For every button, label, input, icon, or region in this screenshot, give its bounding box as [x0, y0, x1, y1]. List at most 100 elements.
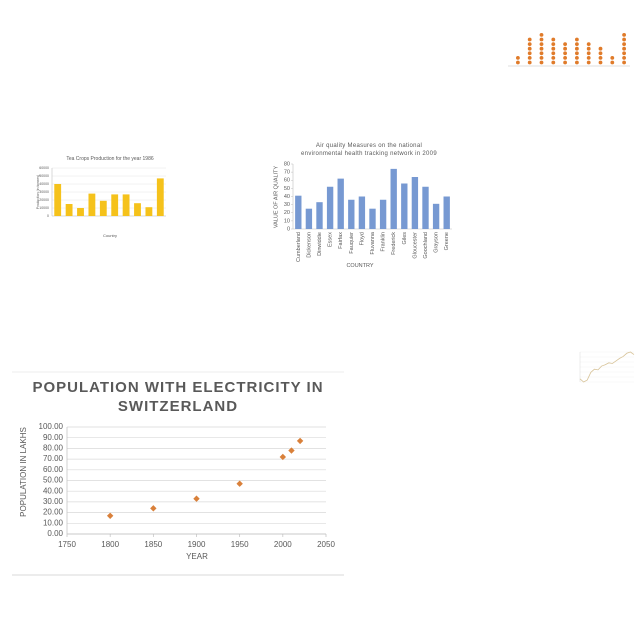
x-axis-title: YEAR	[186, 552, 208, 561]
y-tick-label: 50.00	[43, 476, 64, 485]
bar	[337, 178, 344, 229]
dot	[551, 56, 556, 60]
y-tick-label: 30.00	[43, 497, 64, 506]
x-tick-label: Greene	[444, 232, 450, 250]
dot	[586, 51, 591, 56]
dot	[586, 60, 591, 65]
dot	[539, 60, 544, 65]
x-tick-label: Essex	[328, 232, 334, 247]
y-tick-label: 20	[284, 210, 290, 216]
y-tick-label: 70.00	[43, 454, 64, 463]
dot	[551, 42, 556, 46]
bar	[145, 207, 153, 216]
chart-title: Air quality Measures on the national env…	[301, 143, 437, 157]
point	[150, 505, 157, 512]
dot	[622, 60, 626, 65]
dot	[539, 46, 544, 51]
dot	[539, 56, 544, 60]
bar	[122, 194, 130, 216]
x-tick-label: 1900	[188, 540, 206, 549]
x-tick-label: Franklin	[381, 232, 387, 252]
x-tick-label: Goochland	[423, 232, 429, 259]
y-axis-title: VALUE OF AIR QUALITY	[273, 166, 279, 229]
y-tick-label: 40	[284, 194, 290, 200]
point	[193, 495, 200, 502]
y-tick-label: 60	[284, 178, 290, 184]
point	[106, 512, 114, 520]
dot	[527, 56, 532, 60]
x-tick-label: 1950	[231, 540, 249, 549]
y-tick-label: 10	[284, 218, 290, 224]
chart-title: POPULATION WITH ELECTRICITY IN SWITZERLA…	[32, 379, 324, 415]
y-tick-label: 30000	[39, 190, 49, 194]
dot	[575, 56, 579, 60]
y-tick-label: 50	[284, 186, 290, 192]
dot	[622, 37, 626, 42]
y-tick-label: 20000	[39, 198, 49, 202]
point	[288, 447, 295, 454]
dot	[539, 51, 544, 56]
x-tick-label: Grayson	[434, 232, 440, 253]
dot	[575, 51, 579, 56]
bar	[156, 178, 164, 216]
dot	[563, 42, 567, 46]
dot	[551, 46, 556, 51]
bar	[390, 168, 397, 229]
bar	[422, 186, 429, 229]
y-tick-label: 70	[284, 170, 290, 176]
x-axis-title: Country	[102, 233, 117, 238]
bar	[326, 186, 334, 229]
bar	[401, 183, 408, 229]
dot	[527, 60, 532, 65]
bar	[77, 208, 84, 216]
x-tick-label: 2000	[274, 540, 292, 549]
dot	[610, 56, 615, 60]
x-tick-label: Giles	[402, 232, 408, 245]
bar	[432, 203, 440, 229]
y-tick-label: 10000	[39, 206, 49, 210]
x-tick-label: Gloucester	[412, 232, 418, 259]
bar	[134, 203, 141, 216]
x-tick-label: Frederick	[391, 232, 397, 255]
y-tick-label: 0.00	[47, 529, 63, 538]
bar	[54, 184, 62, 216]
y-tick-label: 10.00	[43, 518, 64, 527]
point	[236, 480, 243, 487]
y-tick-label: 30	[284, 202, 290, 208]
dot	[551, 60, 556, 65]
dot	[598, 51, 603, 56]
x-tick-label: 1850	[144, 540, 162, 549]
dot	[622, 33, 626, 37]
y-axis-title: POPULATION IN LAKHS	[19, 427, 28, 517]
bar	[316, 202, 323, 229]
bar	[411, 177, 419, 229]
dot	[527, 37, 532, 42]
dot	[575, 37, 579, 42]
dot	[527, 51, 532, 56]
dot	[539, 33, 544, 37]
dot	[563, 60, 567, 65]
x-tick-label: Floyd	[359, 232, 365, 245]
bar	[358, 196, 366, 229]
dot	[622, 56, 626, 60]
x-tick-label: Dinwiddie	[317, 232, 323, 256]
bar	[348, 199, 355, 229]
x-axis-title: COUNTRY	[346, 263, 374, 269]
dot	[610, 60, 615, 65]
x-tick-label: Fairfax	[338, 232, 344, 249]
dot	[516, 56, 520, 60]
dot	[586, 56, 591, 60]
x-tick-label: 1800	[101, 540, 119, 549]
dot	[539, 37, 544, 42]
bar	[88, 193, 96, 216]
x-tick-label: Cumberland	[296, 232, 302, 262]
y-tick-label: 0	[287, 226, 290, 232]
bar	[65, 204, 73, 216]
y-tick-label: 40000	[39, 182, 49, 186]
dot	[527, 46, 532, 51]
x-tick-label: Dickenson	[306, 232, 312, 258]
y-tick-label: 40.00	[43, 486, 64, 495]
dot	[622, 51, 626, 56]
point	[279, 453, 287, 461]
